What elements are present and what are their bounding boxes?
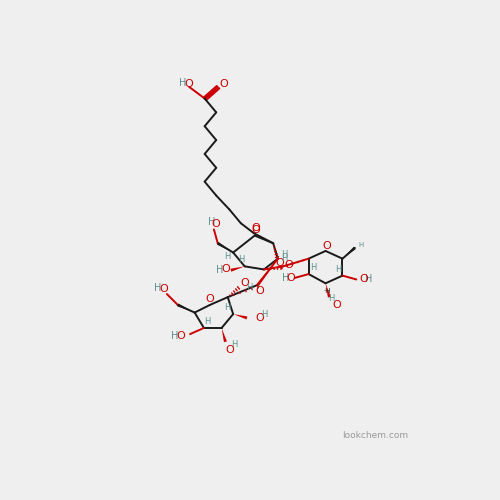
- Text: O: O: [220, 79, 228, 89]
- Text: O: O: [359, 274, 368, 284]
- Text: H: H: [238, 255, 244, 264]
- Text: O: O: [255, 286, 264, 296]
- Text: O: O: [206, 294, 214, 304]
- Text: H: H: [334, 265, 341, 274]
- Polygon shape: [342, 246, 356, 258]
- Text: H: H: [154, 283, 162, 293]
- Text: O: O: [225, 344, 234, 354]
- Text: H: H: [224, 304, 230, 312]
- Text: O: O: [222, 264, 230, 274]
- Text: lookchem.com: lookchem.com: [342, 432, 408, 440]
- Text: H: H: [171, 330, 178, 340]
- Polygon shape: [326, 284, 331, 298]
- Polygon shape: [256, 258, 278, 286]
- Text: H: H: [180, 78, 187, 88]
- Polygon shape: [222, 328, 227, 342]
- Text: O: O: [212, 219, 220, 229]
- Text: O: O: [160, 284, 168, 294]
- Text: H: H: [281, 250, 287, 260]
- Polygon shape: [233, 314, 248, 320]
- Polygon shape: [230, 266, 244, 272]
- Text: H: H: [261, 310, 267, 318]
- Polygon shape: [177, 304, 194, 312]
- Text: H: H: [281, 254, 287, 263]
- Text: H: H: [282, 273, 289, 283]
- Text: O: O: [184, 79, 193, 89]
- Text: O: O: [284, 260, 293, 270]
- Text: O: O: [332, 300, 342, 310]
- Text: H: H: [246, 284, 252, 292]
- Text: H: H: [365, 274, 372, 284]
- Text: O: O: [252, 225, 260, 235]
- Text: H: H: [310, 264, 316, 272]
- Text: H: H: [328, 294, 335, 303]
- Text: O: O: [240, 278, 249, 288]
- Text: H: H: [208, 216, 216, 226]
- Text: H: H: [230, 340, 237, 349]
- Text: O: O: [252, 223, 260, 233]
- Text: H: H: [216, 265, 224, 275]
- Text: O: O: [286, 273, 296, 283]
- Text: O: O: [275, 258, 283, 268]
- Text: H: H: [204, 318, 211, 326]
- Text: H: H: [358, 242, 364, 248]
- Polygon shape: [217, 242, 233, 252]
- Text: H: H: [224, 252, 230, 261]
- Text: O: O: [322, 240, 332, 250]
- Text: O: O: [255, 313, 264, 323]
- Text: O: O: [176, 330, 185, 340]
- Text: ·H: ·H: [324, 288, 331, 294]
